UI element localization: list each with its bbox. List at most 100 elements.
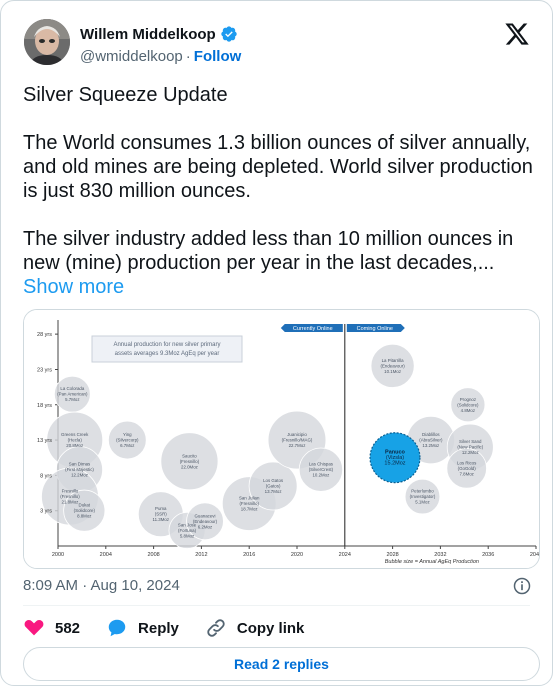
- x-tick-label: 2016: [243, 552, 255, 558]
- bubble-value-label: 21.8Moz: [62, 500, 79, 505]
- bubble-owner-label: (Endeavour): [193, 519, 218, 524]
- bubble-dukat: [63, 489, 106, 532]
- like-count: 582: [55, 619, 81, 637]
- bubble-saucito: [160, 432, 219, 491]
- bubble-value-label: 6.2Moz: [198, 524, 212, 529]
- bubble-owner-label: (SSR): [155, 512, 167, 517]
- bubble-owner-label: (Hecla): [68, 438, 83, 443]
- link-icon: [207, 619, 225, 637]
- timestamp[interactable]: 8:09 AM · Aug 10, 2024: [23, 577, 180, 594]
- bubble-value-label: 10.1Moz: [384, 369, 401, 374]
- author-name[interactable]: Willem Middelkoop: [80, 25, 216, 43]
- bubble-value-label: 20.8Moz: [66, 443, 83, 448]
- bubble-name-label: Los Gatos: [263, 478, 284, 483]
- bubble-owner-label: (AbraSilver): [419, 438, 443, 443]
- reply-bubble-icon: [108, 619, 126, 637]
- bubble-value-label: 5.7Moz: [65, 397, 79, 402]
- show-more-link[interactable]: Show more: [23, 276, 125, 298]
- bubble-value-label: 7.8Moz: [459, 471, 473, 476]
- bubble-las-chispas: [298, 447, 343, 492]
- tweet-text: Silver Squeeze Update The World consumes…: [23, 83, 543, 299]
- bubble-name-label: San Julian: [239, 496, 260, 501]
- currently-online-arrow: [280, 324, 343, 332]
- author-handle[interactable]: @wmiddelkoop: [80, 48, 183, 65]
- bubble-owner-label: (New Pacific): [457, 445, 483, 450]
- y-tick-label: 3 yrs: [40, 509, 52, 515]
- bubble-guanacevi: [186, 502, 224, 541]
- bubble-value-label: 13.7Moz: [265, 489, 282, 494]
- bubble-owner-label: (Investigator): [410, 494, 436, 499]
- bubble-owner-label: (Solidcore): [457, 402, 479, 407]
- copy-link-button[interactable]: Copy link: [205, 617, 305, 639]
- bubble-name-label: Prognoz: [460, 397, 476, 402]
- verified-badge-icon: [221, 26, 237, 42]
- bubble-owner-label: (Fresnillo): [239, 501, 259, 506]
- bubble-owner-label: (Pan American): [57, 392, 88, 397]
- avatar[interactable]: [24, 19, 70, 65]
- bubble-value-label: 15.2Moz: [384, 461, 405, 467]
- bubble-size-note: Bubble size = Annual AgEq Production: [385, 559, 479, 565]
- tweet-image[interactable]: 28 yrs 23 yrs 18 yrs 13 yrs 8 yrs 3 yrs 2000 20…: [23, 309, 540, 569]
- bubble-name-label: Guanacevi: [194, 513, 215, 518]
- annotation-line-1: Annual production for new silver primary: [113, 342, 220, 348]
- x-tick-label: 2024: [339, 552, 351, 558]
- bubble-value-label: 22.0Moz: [181, 464, 198, 469]
- y-tick-label: 23 yrs: [37, 367, 52, 373]
- reply-button[interactable]: Reply: [106, 617, 179, 639]
- bubble-name-label: San Jose: [178, 522, 197, 527]
- bubble-ying: [108, 420, 147, 460]
- bubble-value-label: 12.2Moz: [71, 473, 88, 478]
- tweet-paragraph-3: The silver industry added less than 10 m…: [23, 228, 514, 274]
- tweet-paragraph-1: Silver Squeeze Update: [23, 84, 228, 106]
- y-tick-label: 8 yrs: [40, 473, 52, 479]
- coming-online-arrow: [346, 324, 405, 332]
- bubble-name-label: Peterlumbo: [411, 489, 434, 494]
- bubble-name-label: Las Chispas: [309, 462, 334, 467]
- bubble-value-label: 4.8Moz: [461, 408, 475, 413]
- bubble-name-label: Fresnillo: [62, 489, 79, 494]
- x-tick-label: 2012: [195, 552, 207, 558]
- copy-link-label: Copy link: [236, 619, 305, 637]
- annotation-box: [91, 335, 243, 363]
- coming-online-label: Coming Online: [357, 326, 393, 332]
- bubble-value-label: 5.8Moz: [180, 533, 194, 538]
- x-tick-label: 2008: [147, 552, 159, 558]
- author-name-row: Willem Middelkoop: [80, 25, 238, 43]
- bubble-value-label: 22.7Moz: [289, 443, 306, 448]
- action-bar: 582 Reply Copy link: [23, 617, 330, 639]
- bubble-value-label: 10.2Moz: [312, 473, 329, 478]
- bubble-owner-label: (SilverCrest): [309, 467, 334, 472]
- x-tick-label: 2028: [386, 552, 398, 558]
- bubble-owner-label: (Fresnillo/MAG): [282, 438, 313, 443]
- bubble-value-label: 12.2Moz: [462, 450, 479, 455]
- like-button[interactable]: 582: [23, 617, 80, 639]
- x-tick-label: 2004: [100, 552, 112, 558]
- bubble-la-pitarrilla: [370, 343, 415, 388]
- bubble-los-ricos: [446, 448, 487, 489]
- y-tick-label: 28 yrs: [37, 332, 52, 338]
- bubble-prognoz: [450, 387, 486, 423]
- bubble-owner-label: (Fresnillo): [180, 459, 200, 464]
- x-tick-label: 2000: [52, 552, 64, 558]
- bubble-name-label: La Pitarrilla: [382, 358, 405, 363]
- bubble-name-label: Panuco: [385, 450, 406, 456]
- bubble-owner-label: (Silvercorp): [116, 438, 139, 443]
- y-tick-label: 13 yrs: [37, 438, 52, 444]
- bubble-value-label: 11.3Moz: [153, 517, 170, 522]
- bubble-peterlumbo: [404, 478, 441, 515]
- x-logo-icon[interactable]: [504, 21, 530, 47]
- bubble-name-label: Saucito: [182, 453, 197, 458]
- bubble-name-label: La Colorada: [60, 386, 84, 391]
- divider: [23, 605, 530, 606]
- tweet-paragraph-2: The World consumes 1.3 billion ounces of…: [23, 132, 533, 202]
- read-replies-button[interactable]: Read 2 replies: [23, 647, 540, 681]
- bubble-value-label: 13.2Moz: [422, 443, 439, 448]
- info-icon[interactable]: [512, 576, 532, 596]
- bubble-owner-label: (First Majestic): [65, 467, 94, 472]
- bubble-name-label: Silver Sand: [459, 439, 482, 444]
- bubble-value-label: 18.7Moz: [241, 507, 258, 512]
- bubble-owner-label: (GoGold): [458, 466, 477, 471]
- bubble-name-label: San Dimas: [69, 462, 91, 467]
- follow-button[interactable]: Follow: [193, 48, 242, 65]
